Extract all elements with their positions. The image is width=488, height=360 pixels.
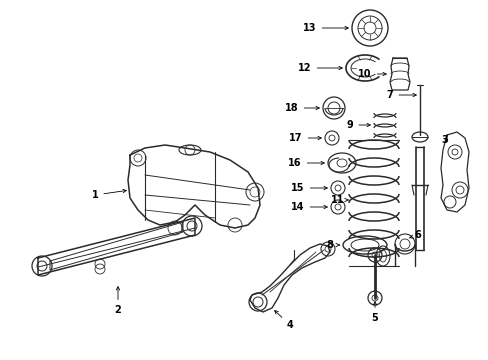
- Text: 2: 2: [114, 287, 121, 315]
- Text: 3: 3: [441, 135, 447, 145]
- Text: 9: 9: [346, 120, 369, 130]
- Text: 13: 13: [303, 23, 347, 33]
- Text: 10: 10: [358, 69, 386, 79]
- Text: 12: 12: [298, 63, 342, 73]
- Text: 4: 4: [274, 311, 293, 330]
- Text: 17: 17: [289, 133, 321, 143]
- Text: 14: 14: [291, 202, 326, 212]
- Text: 16: 16: [287, 158, 324, 168]
- Text: 11: 11: [330, 195, 347, 205]
- Text: 8: 8: [326, 240, 339, 250]
- Text: 7: 7: [386, 90, 415, 100]
- Text: 1: 1: [91, 189, 126, 200]
- Text: 15: 15: [291, 183, 326, 193]
- Text: 6: 6: [408, 230, 421, 240]
- Text: 18: 18: [285, 103, 319, 113]
- Text: 5: 5: [371, 302, 378, 323]
